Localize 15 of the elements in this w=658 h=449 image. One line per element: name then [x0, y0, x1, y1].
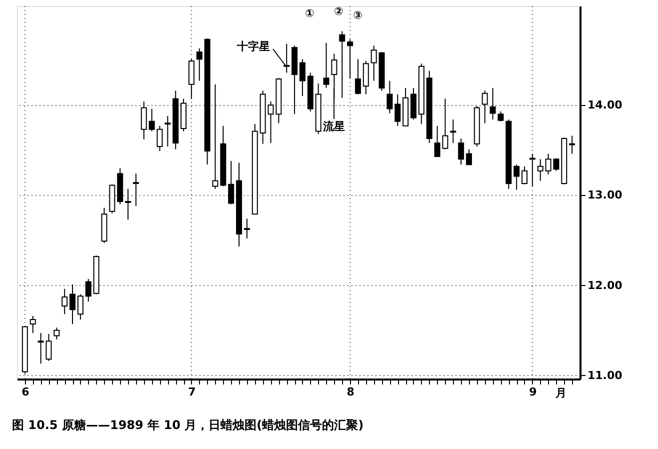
text: 图 10.5 原糖——1989 年 10 月，日蜡烛图(蜡烛图信号的汇聚): [12, 418, 364, 432]
annotation: ②: [334, 5, 344, 18]
x-axis-title: 月: [554, 386, 566, 400]
y-tick-label: 13.00: [588, 188, 623, 202]
y-tick-label: 11.00: [588, 368, 623, 382]
y-tick-label: 12.00: [588, 278, 623, 292]
x-tick-label: 8: [346, 386, 354, 398]
x-tick-label: 9: [529, 386, 537, 398]
y-tick-label: 14.00: [588, 98, 623, 112]
annotation: ①: [305, 7, 314, 20]
annotation: 流星: [322, 120, 345, 133]
x-tick-label: 6: [22, 386, 30, 398]
annotation: 十字星: [236, 40, 270, 53]
x-tick-label: 7: [188, 386, 196, 398]
annotation: ③: [353, 9, 362, 22]
